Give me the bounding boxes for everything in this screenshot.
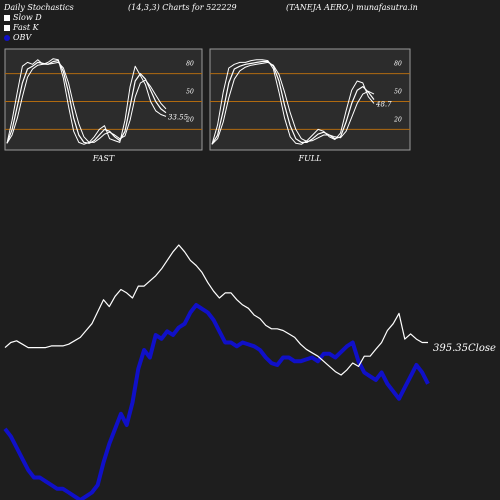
full-panel-title: FULL [298,154,322,163]
fast-panel-frame [4,48,203,151]
full-panel-frame [209,48,411,151]
fast-stochastics-panel: 20 50 80 33.55 FAST [4,48,203,163]
obv-line [3,303,430,500]
slow-d-swatch-icon [4,14,10,21]
full-series-line [211,59,375,145]
close-price-line [4,244,428,376]
full-series-line [211,61,375,145]
full-series-line [211,60,375,145]
full-level-label: 80 [394,61,402,68]
full-level-label: 20 [393,116,402,123]
fast-level-label: 20 [185,116,194,123]
fast-last-value-label: 33.55 [168,113,189,121]
fast-series-line [6,59,167,144]
fast-level-label: 50 [186,89,194,96]
full-last-value-label: 48.7 [375,100,392,108]
company-label: (TANEJA AERO,) munafasutra.in [286,3,418,12]
price-obv-panel: 395.35Close [3,244,496,500]
legend-obv: OBV [4,33,31,42]
chart-params: (14,3,3) Charts for 522229 [128,3,237,12]
fast-panel-title: FAST [92,154,115,163]
close-price-label: 395.35Close [433,343,496,354]
fast-level-label: 80 [186,61,194,68]
chart-title: Daily Stochastics [4,3,74,12]
full-level-label: 50 [394,89,402,96]
legend-slow-d: Slow D [4,13,42,22]
legend-slow-d-label: Slow D [13,13,42,22]
full-stochastics-panel: 20 50 80 48.7 FULL [209,48,411,163]
fast-k-swatch-icon [4,24,10,31]
obv-swatch-icon [4,34,10,41]
legend-fast-k-label: Fast K [13,23,39,32]
legend-fast-k: Fast K [4,23,39,32]
fast-series-line [6,61,167,144]
legend-obv-label: OBV [13,33,32,42]
